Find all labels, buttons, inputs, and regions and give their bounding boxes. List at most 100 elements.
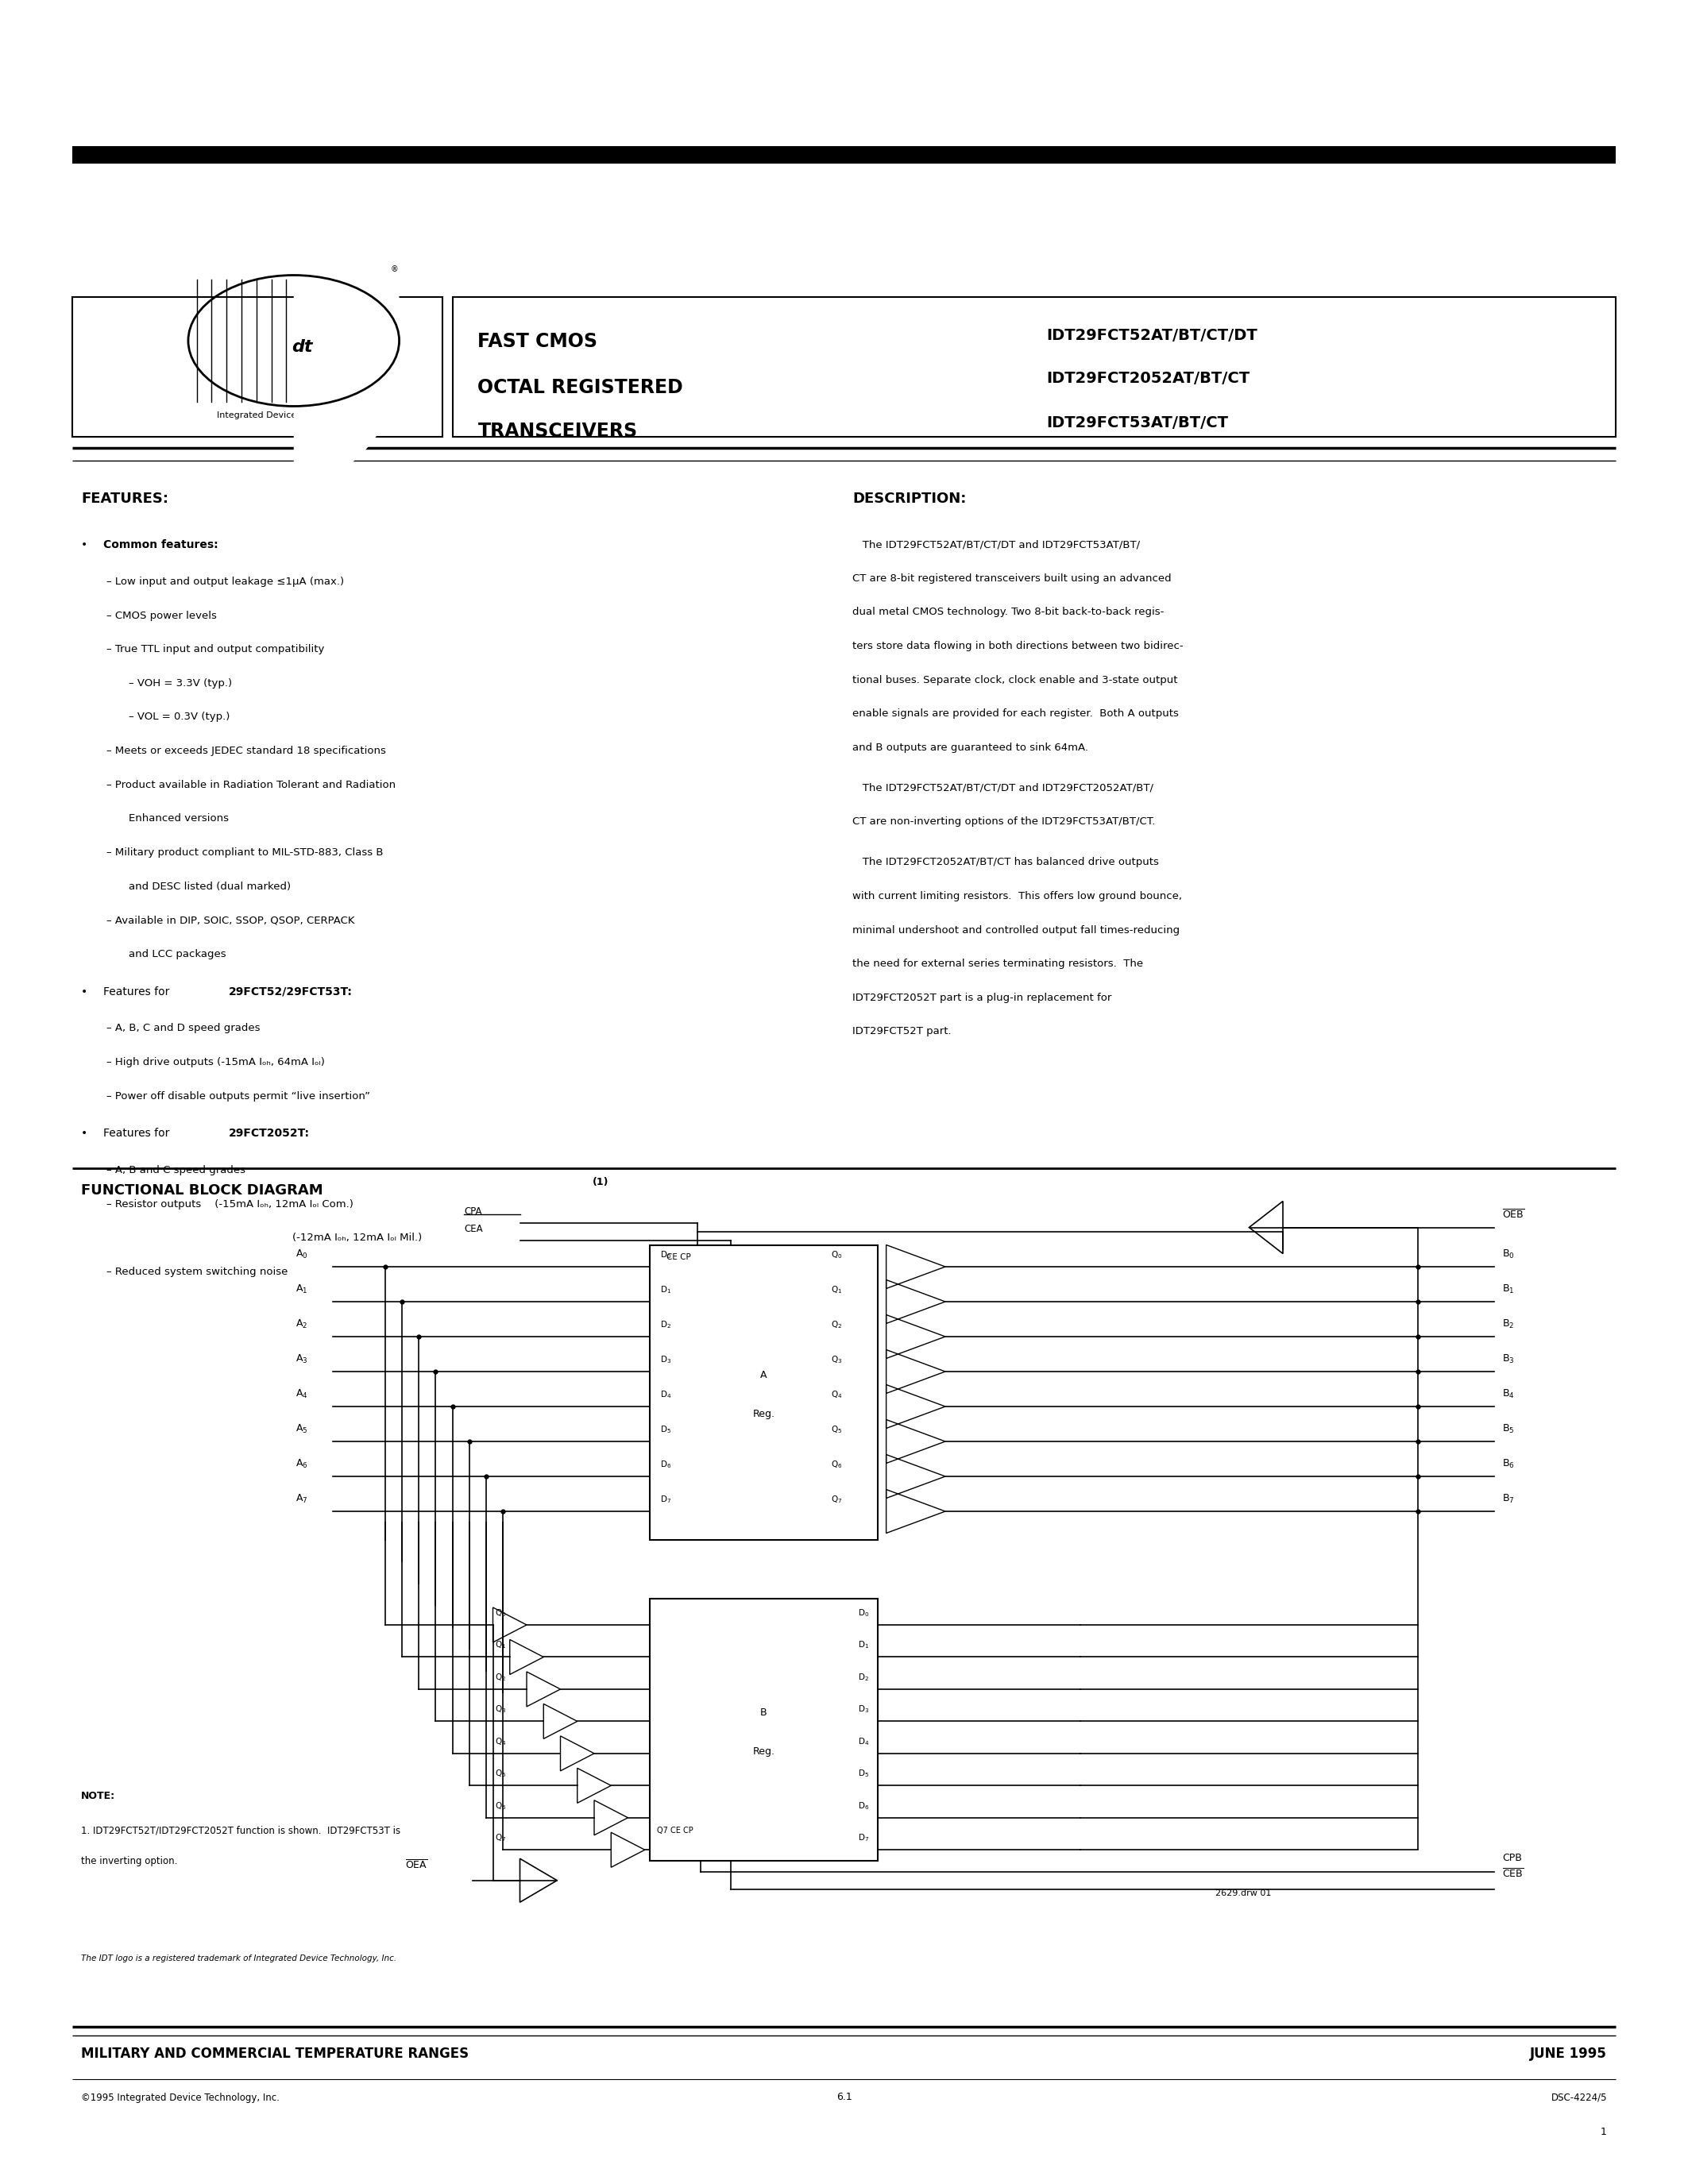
Text: D$_7$: D$_7$: [660, 1494, 672, 1505]
Text: 6.1: 6.1: [836, 2092, 852, 2103]
Text: B$_2$: B$_2$: [1502, 1319, 1514, 1330]
Text: D$_2$: D$_2$: [660, 1319, 672, 1330]
Text: dt: dt: [292, 339, 312, 356]
Text: The IDT29FCT52AT/BT/CT/DT and IDT29FCT2052AT/BT/: The IDT29FCT52AT/BT/CT/DT and IDT29FCT20…: [852, 782, 1153, 793]
Text: – Reduced system switching noise: – Reduced system switching noise: [106, 1267, 287, 1278]
Text: IDT29FCT2052AT/BT/CT: IDT29FCT2052AT/BT/CT: [1047, 371, 1251, 387]
Text: D$_4$: D$_4$: [660, 1389, 672, 1400]
Text: OCTAL REGISTERED: OCTAL REGISTERED: [478, 378, 684, 397]
Wedge shape: [294, 197, 405, 485]
Text: B$_5$: B$_5$: [1502, 1424, 1514, 1435]
Text: Q$_3$: Q$_3$: [830, 1354, 842, 1365]
Text: – Resistor outputs    (-15mA Iₒₕ, 12mA Iₒₗ Com.): – Resistor outputs (-15mA Iₒₕ, 12mA Iₒₗ …: [106, 1199, 353, 1210]
Text: Common features:: Common features:: [103, 539, 218, 550]
Text: IDT29FCT2052T part is a plug-in replacement for: IDT29FCT2052T part is a plug-in replacem…: [852, 992, 1112, 1002]
Text: The IDT logo is a registered trademark of Integrated Device Technology, Inc.: The IDT logo is a registered trademark o…: [81, 1955, 397, 1963]
Text: $\overline{\mathrm{CEB}}$: $\overline{\mathrm{CEB}}$: [1502, 1867, 1524, 1880]
Bar: [73, 146, 1615, 164]
Text: – CMOS power levels: – CMOS power levels: [106, 612, 216, 620]
Text: Q$_5$: Q$_5$: [830, 1424, 842, 1435]
Text: D$_4$: D$_4$: [858, 1736, 869, 1747]
Text: CPA: CPA: [464, 1206, 483, 1216]
Text: B$_4$: B$_4$: [1502, 1389, 1514, 1400]
Text: Q$_1$: Q$_1$: [830, 1284, 842, 1295]
Text: Q$_7$: Q$_7$: [830, 1494, 842, 1505]
Text: Q$_6$: Q$_6$: [495, 1800, 506, 1811]
Text: Q$_1$: Q$_1$: [495, 1640, 506, 1651]
Text: D$_0$: D$_0$: [858, 1607, 869, 1618]
Text: B$_6$: B$_6$: [1502, 1459, 1514, 1470]
Bar: [73, 297, 442, 437]
Text: and B outputs are guaranteed to sink 64mA.: and B outputs are guaranteed to sink 64m…: [852, 743, 1089, 753]
Text: DESCRIPTION:: DESCRIPTION:: [852, 491, 966, 507]
Text: A$_0$: A$_0$: [295, 1249, 307, 1260]
Text: – VOL = 0.3V (typ.): – VOL = 0.3V (typ.): [128, 712, 230, 723]
Text: – A, B, C and D speed grades: – A, B, C and D speed grades: [106, 1022, 260, 1033]
Text: The IDT29FCT2052AT/BT/CT has balanced drive outputs: The IDT29FCT2052AT/BT/CT has balanced dr…: [852, 856, 1160, 867]
Text: – True TTL input and output compatibility: – True TTL input and output compatibilit…: [106, 644, 324, 655]
Text: – High drive outputs (-15mA Iₒₕ, 64mA Iₒₗ): – High drive outputs (-15mA Iₒₕ, 64mA Iₒ…: [106, 1057, 324, 1068]
Text: dual metal CMOS technology. Two 8-bit back-to-back regis-: dual metal CMOS technology. Two 8-bit ba…: [852, 607, 1165, 618]
Text: D$_3$: D$_3$: [858, 1704, 869, 1714]
Text: ters store data flowing in both directions between two bidirec-: ters store data flowing in both directio…: [852, 640, 1183, 651]
Text: D$_6$: D$_6$: [660, 1459, 672, 1470]
Text: with current limiting resistors.  This offers low ground bounce,: with current limiting resistors. This of…: [852, 891, 1182, 902]
Text: CT are non-inverting options of the IDT29FCT53AT/BT/CT.: CT are non-inverting options of the IDT2…: [852, 817, 1155, 828]
Text: 2629.drw 01: 2629.drw 01: [1215, 1889, 1271, 1898]
Text: D$_2$: D$_2$: [858, 1671, 869, 1682]
Text: and DESC listed (dual marked): and DESC listed (dual marked): [128, 880, 290, 891]
Text: $\overline{\mathrm{OEA}}$: $\overline{\mathrm{OEA}}$: [405, 1859, 427, 1872]
Text: D$_5$: D$_5$: [858, 1769, 869, 1780]
Text: Q$_5$: Q$_5$: [495, 1769, 506, 1780]
Text: IDT29FCT53AT/BT/CT: IDT29FCT53AT/BT/CT: [1047, 415, 1229, 430]
Text: DSC-4224/5: DSC-4224/5: [1551, 2092, 1607, 2103]
Text: D$_5$: D$_5$: [660, 1424, 672, 1435]
Text: Reg.: Reg.: [753, 1409, 775, 1420]
Text: Features for: Features for: [103, 1127, 172, 1140]
Bar: [650, 1599, 878, 1861]
Text: A$_1$: A$_1$: [295, 1284, 307, 1295]
Text: B$_1$: B$_1$: [1502, 1284, 1514, 1295]
Text: – Low input and output leakage ≤1μA (max.): – Low input and output leakage ≤1μA (max…: [106, 577, 344, 587]
Text: CPB: CPB: [1502, 1852, 1523, 1863]
Text: – A, B and C speed grades: – A, B and C speed grades: [106, 1164, 245, 1175]
Text: Q$_3$: Q$_3$: [495, 1704, 506, 1714]
Text: 1: 1: [1600, 2127, 1607, 2138]
Text: D$_7$: D$_7$: [858, 1832, 869, 1843]
Text: A: A: [760, 1369, 766, 1380]
Text: Q$_0$: Q$_0$: [495, 1607, 506, 1618]
Text: Q$_7$: Q$_7$: [495, 1832, 506, 1843]
Text: NOTE:: NOTE:: [81, 1791, 115, 1802]
Text: •: •: [81, 539, 88, 550]
Text: D$_1$: D$_1$: [660, 1284, 672, 1295]
Text: IDT29FCT52AT/BT/CT/DT: IDT29FCT52AT/BT/CT/DT: [1047, 328, 1258, 343]
Text: – Available in DIP, SOIC, SSOP, QSOP, CERPACK: – Available in DIP, SOIC, SSOP, QSOP, CE…: [106, 915, 354, 926]
Text: D$_1$: D$_1$: [858, 1640, 869, 1651]
Bar: [650, 1245, 878, 1540]
Text: A$_6$: A$_6$: [295, 1459, 307, 1470]
Text: Q$_2$: Q$_2$: [830, 1319, 842, 1330]
Text: Q$_4$: Q$_4$: [830, 1389, 842, 1400]
Text: Enhanced versions: Enhanced versions: [128, 812, 228, 823]
Text: TRANSCEIVERS: TRANSCEIVERS: [478, 422, 638, 441]
Text: – Power off disable outputs permit “live insertion”: – Power off disable outputs permit “live…: [106, 1090, 370, 1101]
Text: B$_0$: B$_0$: [1502, 1249, 1514, 1260]
Text: FAST CMOS: FAST CMOS: [478, 332, 598, 352]
Text: A$_5$: A$_5$: [295, 1424, 307, 1435]
Text: A$_7$: A$_7$: [295, 1494, 307, 1505]
Text: ©1995 Integrated Device Technology, Inc.: ©1995 Integrated Device Technology, Inc.: [81, 2092, 280, 2103]
Text: D$_6$: D$_6$: [858, 1800, 869, 1811]
Text: (1): (1): [592, 1177, 609, 1188]
Text: MILITARY AND COMMERCIAL TEMPERATURE RANGES: MILITARY AND COMMERCIAL TEMPERATURE RANG…: [81, 2046, 469, 2062]
Text: tional buses. Separate clock, clock enable and 3-state output: tional buses. Separate clock, clock enab…: [852, 675, 1178, 686]
Text: and LCC packages: and LCC packages: [128, 948, 226, 959]
Text: Q7 CE CP: Q7 CE CP: [657, 1826, 694, 1835]
Text: D$_3$: D$_3$: [660, 1354, 672, 1365]
Text: B$_7$: B$_7$: [1502, 1494, 1514, 1505]
Text: •: •: [81, 985, 88, 998]
Text: JUNE 1995: JUNE 1995: [1529, 2046, 1607, 2062]
Text: Features for: Features for: [103, 985, 172, 998]
Bar: [452, 297, 1615, 437]
Text: A$_4$: A$_4$: [295, 1389, 307, 1400]
Text: 29FCT2052T:: 29FCT2052T:: [228, 1127, 309, 1140]
